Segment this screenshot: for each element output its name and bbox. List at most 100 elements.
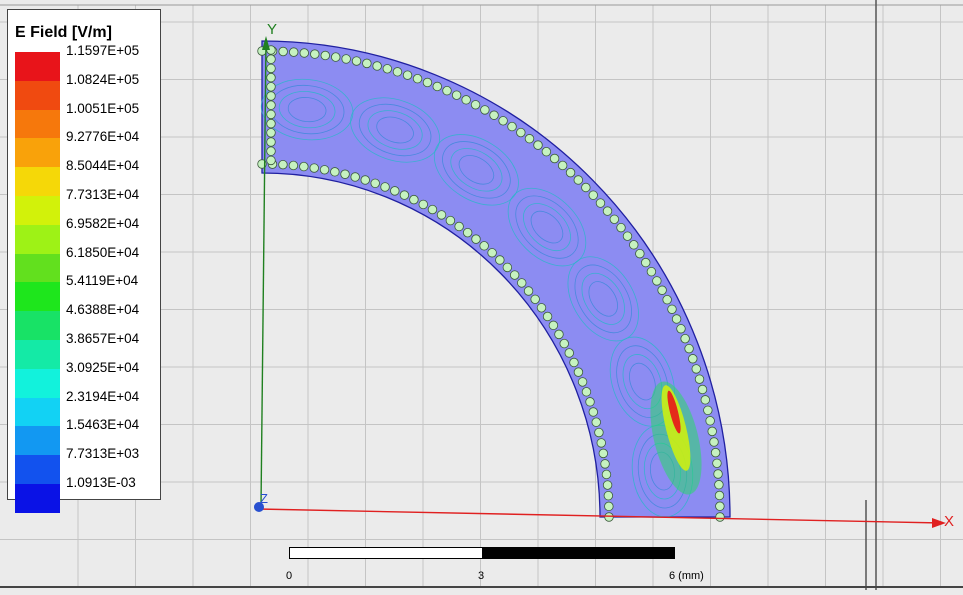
legend-swatch [15,340,60,369]
via [445,215,456,226]
via [662,295,672,305]
via [688,354,698,364]
field-contour [574,264,632,334]
via [594,427,604,438]
via [362,58,372,69]
via [288,160,299,171]
via [331,52,341,62]
via [657,285,667,295]
x-axis-arrow [932,518,946,528]
via [409,194,419,205]
via [554,329,564,340]
via [604,512,614,522]
via [709,437,719,447]
via [479,241,489,251]
via [680,333,690,344]
via [523,286,534,296]
via [402,70,413,80]
via [399,190,410,200]
via [604,501,614,512]
via [266,146,276,156]
legend-level-label: 7.7313E+03 [66,446,140,462]
via [498,116,508,126]
via [581,387,592,397]
via [471,234,481,244]
via [564,348,574,358]
via [442,86,452,96]
via [652,276,662,286]
field-contour [450,148,503,192]
via [422,77,433,88]
via [712,458,722,468]
via [602,206,613,216]
via [340,169,350,179]
via [609,214,620,224]
via [549,153,560,164]
via [516,127,526,138]
field-contour [278,91,336,129]
field-contour [515,195,579,259]
via [451,90,462,100]
via [432,81,442,92]
field-hotspot [650,381,702,495]
via [418,199,428,210]
via [524,134,535,144]
y-axis-line [260,39,267,507]
via [703,405,713,416]
via [517,278,527,288]
via [676,324,686,334]
legend-level-label: 4.6388E+04 [66,302,140,318]
via [602,480,613,490]
via [278,46,288,57]
via [530,294,540,304]
via [507,121,517,132]
scale-label-6: 6 (mm) [669,570,704,582]
via [573,367,584,377]
field-contour [260,78,354,141]
via [598,448,609,459]
field-contour [530,210,564,244]
hotspot-core [667,390,681,434]
via [588,407,598,417]
via [557,160,568,171]
via [266,91,276,101]
via [489,110,499,120]
legend-level-label: 9.2776E+04 [66,129,140,145]
via [462,227,473,238]
via [536,303,547,313]
via [588,190,598,200]
via [278,159,288,170]
legend-level-label: 5.4119E+04 [66,273,139,289]
via [715,512,725,522]
via [635,248,645,259]
via [710,447,721,458]
field-contour [442,141,511,199]
via [581,182,591,193]
legend-swatch [15,138,60,168]
x-axis-label: X [944,513,954,530]
x-axis-line [257,508,943,524]
via [266,137,276,147]
via [667,304,677,314]
via [671,314,682,324]
via [533,140,543,150]
via [541,147,552,157]
via [266,155,276,166]
via [360,175,370,185]
via [266,54,276,64]
field-contour [376,116,414,144]
legend-level-label: 1.0051E+05 [66,100,140,116]
field-contour [458,155,495,185]
legend-swatch [15,484,60,513]
scale-label-0: 0 [286,570,293,582]
via [569,357,579,368]
field-legend[interactable]: E Field [V/m] 1.1597E+05 1.0824E+05 1.0051… [7,9,161,513]
via [715,501,725,511]
via [565,167,576,178]
legend-swatch [15,167,60,197]
via [542,311,553,322]
scale-bar [289,547,675,559]
